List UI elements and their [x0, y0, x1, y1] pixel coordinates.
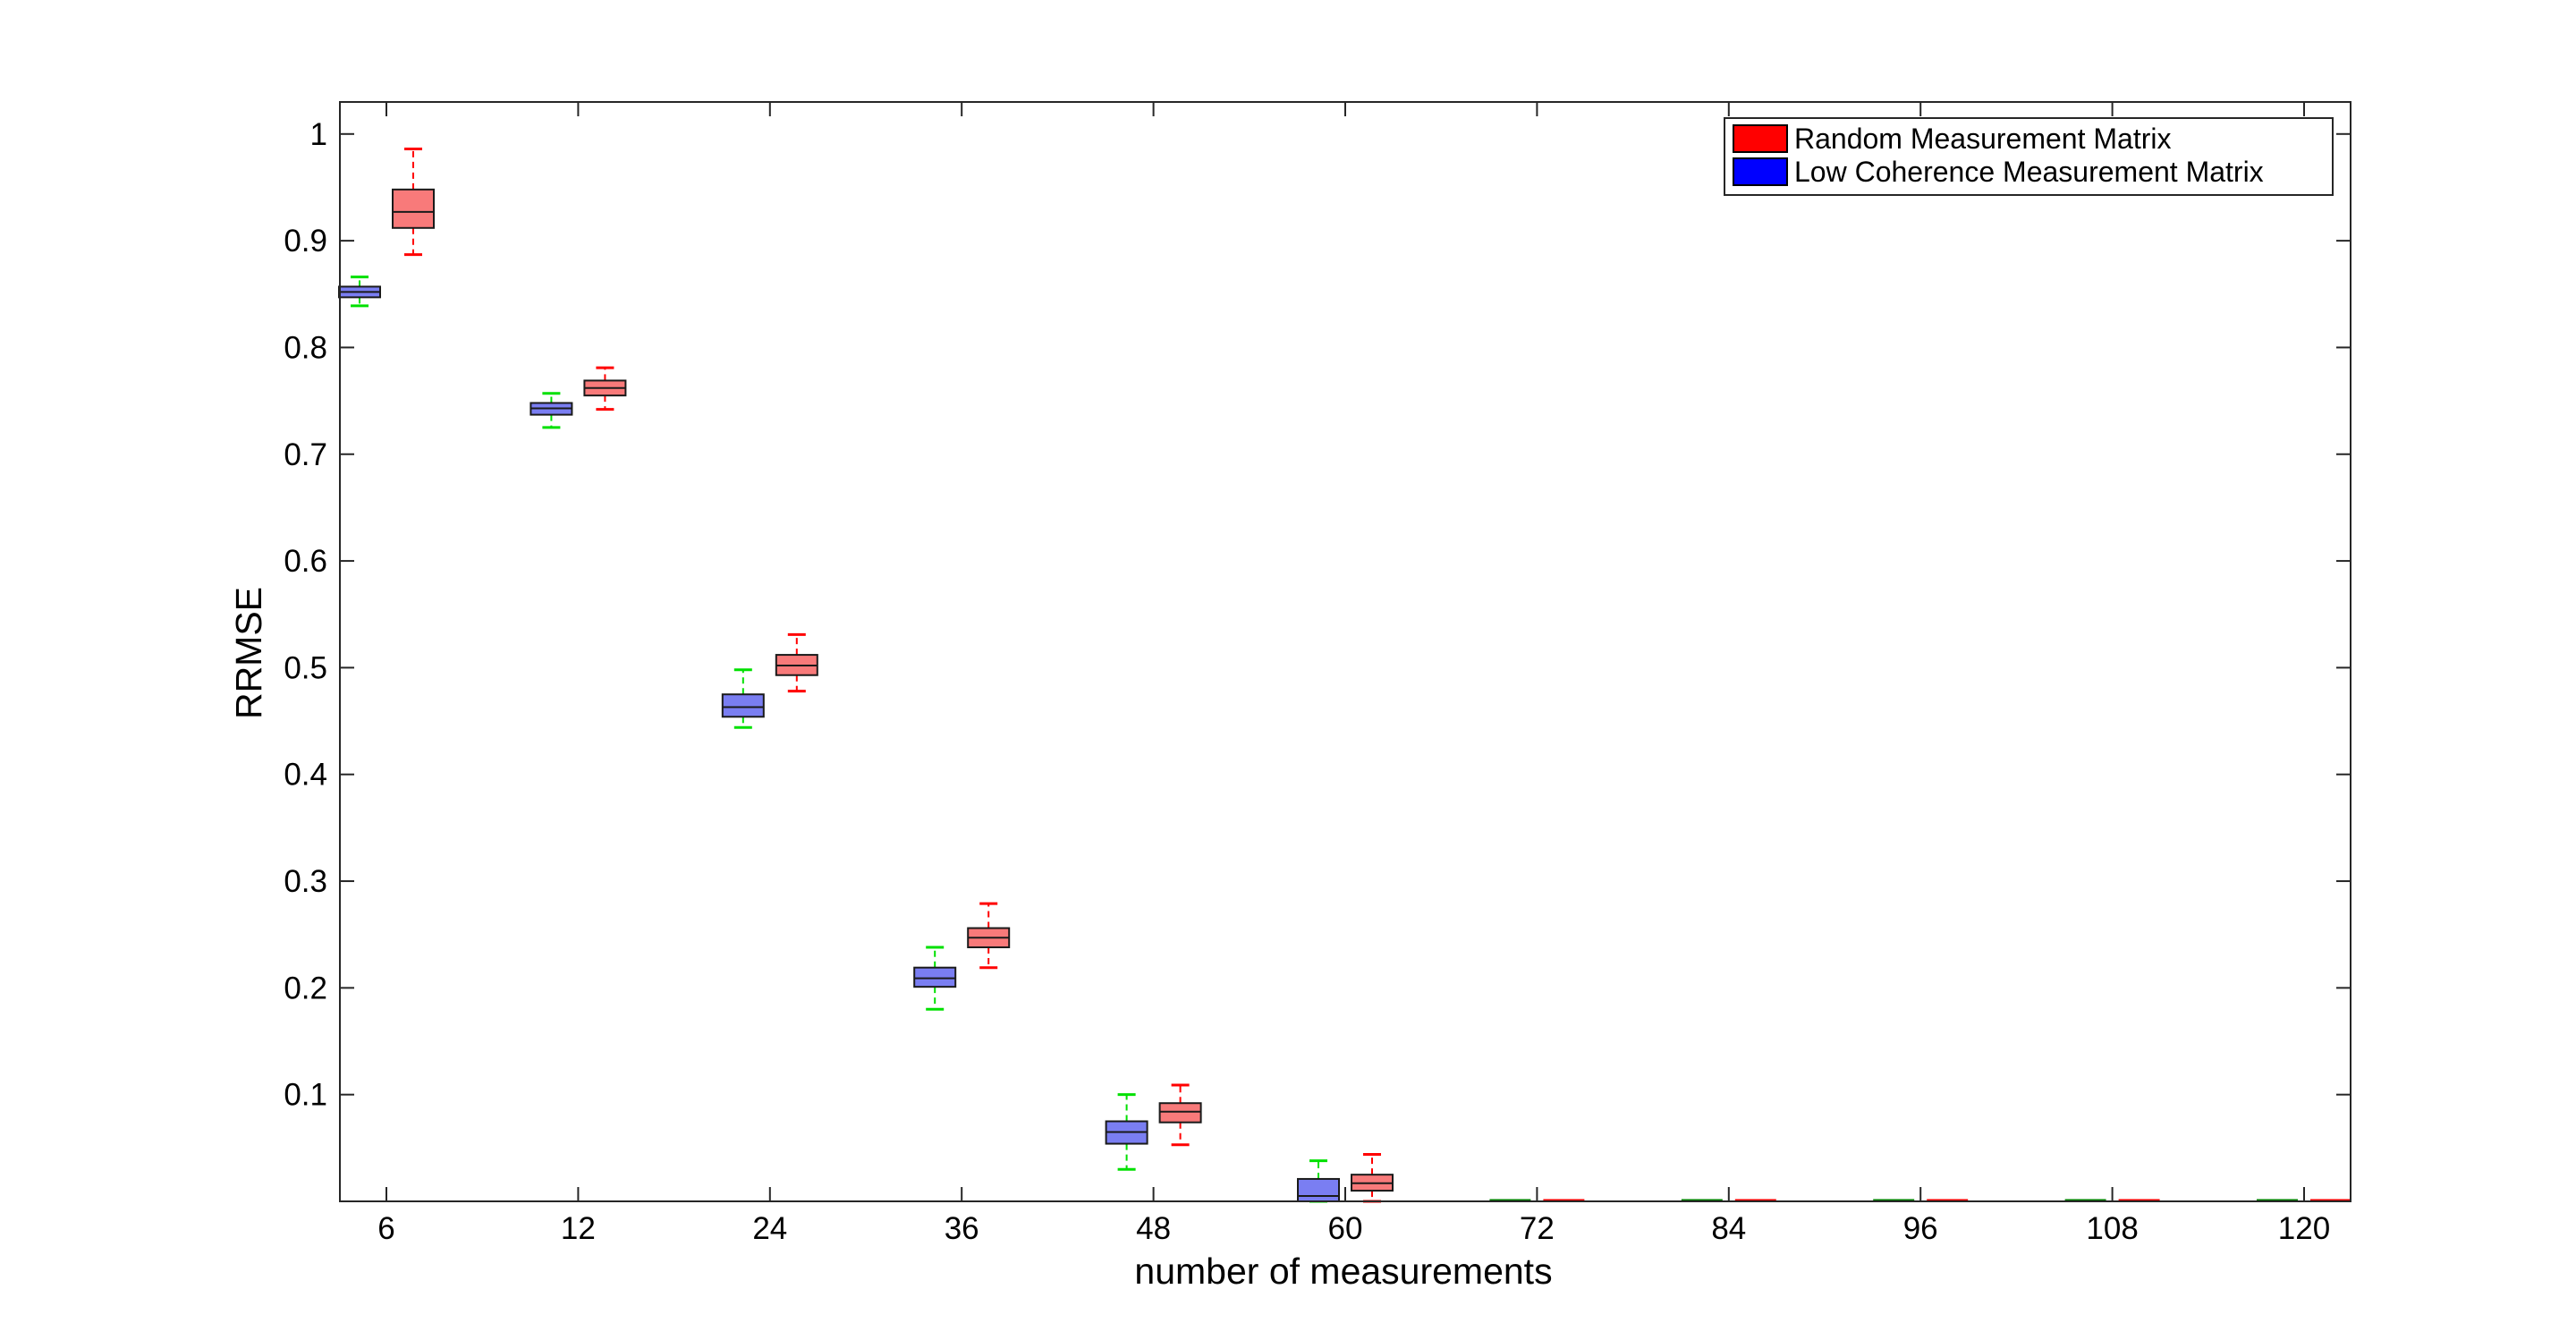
legend-box — [1724, 117, 2334, 196]
x-tick-label: 108 — [2086, 1211, 2138, 1246]
x-tick-label: 84 — [1711, 1211, 1746, 1246]
box-low-coherence — [338, 276, 381, 308]
x-tick-label: 12 — [561, 1211, 596, 1246]
x-axis-title: number of measurements — [1134, 1251, 1552, 1292]
x-tick-label: 96 — [1903, 1211, 1938, 1246]
y-tick-label: 0.6 — [284, 544, 327, 579]
x-tick-label: 120 — [2278, 1211, 2330, 1246]
legend: Random Measurement Matrix Low Coherence … — [1724, 117, 2334, 196]
y-axis-title: RRMSE — [228, 587, 269, 719]
y-tick-label: 0.4 — [284, 758, 327, 793]
x-tick-label: 6 — [377, 1211, 394, 1246]
ticks-layer: 0.1 0.2 0.3 0.4 0.5 0.6 0.7 0.8 0.9 1 6 12 24 36 48 60 7… — [284, 102, 2351, 1246]
box-low-coherence — [1105, 1093, 1148, 1171]
plot-area — [340, 102, 2351, 1201]
legend-swatch-low-coherence — [1733, 157, 1788, 186]
box-body-random — [1158, 1102, 1202, 1124]
box-low-coherence — [721, 668, 765, 729]
box-low-coherence — [530, 392, 573, 429]
y-tick-label: 0.7 — [284, 437, 327, 472]
y-tick-label: 0.3 — [284, 864, 327, 899]
box-body-low-coherence — [721, 693, 765, 718]
box-body-low-coherence — [1297, 1177, 1340, 1203]
x-tick-label: 60 — [1328, 1211, 1363, 1246]
y-tick-label: 0.2 — [284, 971, 327, 1005]
x-tick-label: 72 — [1520, 1211, 1555, 1246]
box-low-coherence — [913, 946, 957, 1011]
x-tick-label: 24 — [752, 1211, 787, 1246]
box-random — [775, 632, 818, 693]
x-tick-label: 36 — [945, 1211, 979, 1246]
plot-frame — [339, 101, 2351, 1202]
box-random — [1158, 1083, 1202, 1147]
y-tick-label: 1 — [310, 117, 327, 152]
boxes-layer — [338, 148, 2351, 1203]
y-tick-label: 0.5 — [284, 650, 327, 685]
legend-label-random: Random Measurement Matrix — [1794, 123, 2171, 155]
y-tick-label: 0.8 — [284, 330, 327, 365]
legend-label-low-coherence: Low Coherence Measurement Matrix — [1794, 156, 2264, 188]
box-random — [583, 366, 627, 411]
y-tick-label: 0.9 — [284, 224, 327, 259]
legend-swatch-random — [1733, 124, 1788, 153]
box-body-low-coherence — [913, 966, 957, 988]
box-random — [392, 148, 435, 257]
box-body-random — [392, 188, 435, 229]
x-tick-label: 48 — [1136, 1211, 1171, 1246]
y-tick-label: 0.1 — [284, 1078, 327, 1113]
box-random — [967, 902, 1011, 970]
